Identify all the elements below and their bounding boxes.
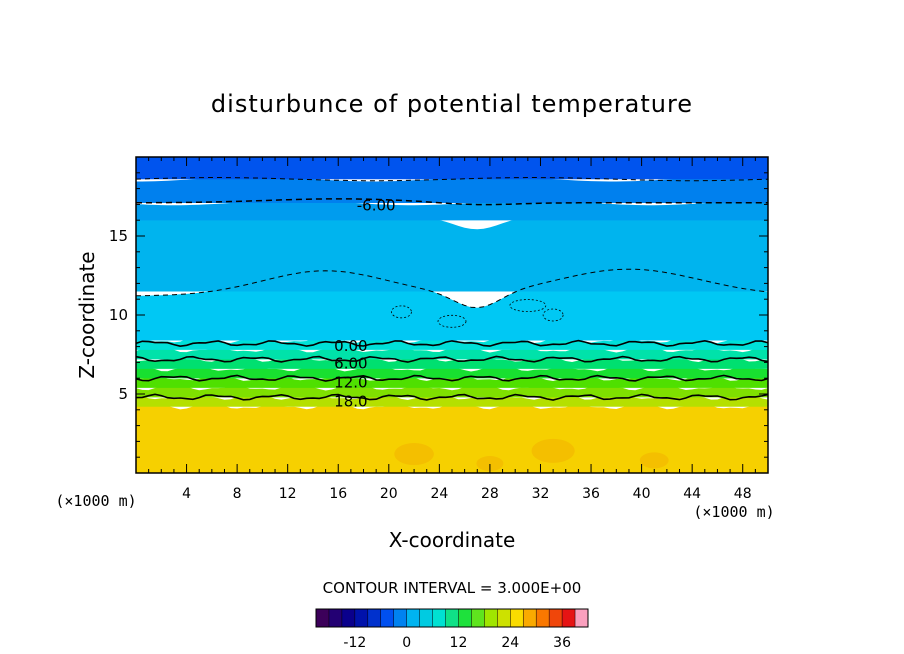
x-tick-label: 4	[182, 486, 191, 502]
contour-label: 6.00	[334, 354, 367, 372]
colorbar-tick-label: 12	[450, 635, 468, 651]
contour-band	[136, 403, 768, 473]
contour-line-negative	[136, 198, 768, 206]
warm-anomaly	[531, 438, 575, 463]
colorbar-cell	[406, 609, 420, 627]
contour-label: 18.0	[334, 392, 367, 410]
colorbar-cell	[445, 609, 459, 627]
x-unit-label-left: (×1000 m)	[55, 492, 136, 510]
eddy-contour	[542, 308, 564, 322]
y-tick-label: 5	[118, 385, 128, 403]
chart-title: disturbunce of potential temperature	[211, 90, 693, 118]
contour-label: 0.00	[334, 337, 367, 355]
contour-line-negative	[136, 177, 768, 182]
x-tick-label: 12	[279, 486, 297, 502]
contour-band	[136, 384, 768, 398]
colorbar-cell	[380, 609, 395, 627]
contour-line-positive	[136, 374, 768, 382]
contour-band	[136, 366, 768, 379]
colorbar-frame	[315, 608, 589, 628]
eddy-contour	[391, 305, 412, 319]
colorbar-cell	[393, 609, 407, 627]
contour-label: 12.0	[334, 373, 367, 391]
y-tick-label: 10	[109, 306, 128, 324]
colorbar-tick-label: 36	[553, 635, 571, 651]
colorbar-cell	[471, 609, 485, 627]
contour-band	[136, 375, 768, 388]
x-tick-label: 40	[633, 486, 651, 502]
colorbar-cell	[523, 609, 537, 627]
colorbar-cell	[484, 609, 498, 627]
contour-line-positive	[136, 393, 768, 401]
colorbar-tick-label: 0	[402, 635, 411, 651]
plot-area	[136, 157, 768, 473]
colorbar-cell	[510, 609, 524, 627]
y-axis-ticks: 5 10 15	[109, 172, 768, 458]
colorbar-cell	[549, 609, 563, 627]
x-tick-label: 20	[380, 486, 398, 502]
colorbar-cell	[341, 609, 356, 627]
contour-line-positive	[136, 355, 768, 363]
x-tick-label: 32	[532, 486, 550, 502]
contour-label: -6.00	[357, 196, 396, 214]
contour-band	[136, 337, 768, 350]
warm-anomaly	[639, 452, 669, 469]
colorbar-cell	[419, 609, 433, 627]
contour-band	[136, 347, 768, 360]
colorbar-cell	[562, 609, 576, 627]
warm-anomaly	[394, 443, 434, 466]
contour-band	[136, 394, 768, 407]
contour-band	[136, 157, 768, 180]
x-axis-label: X-coordinate	[389, 528, 516, 552]
x-axis-ticks: 4 8 12 16 20 24 28 32 36 40 44 48	[148, 157, 756, 502]
y-axis-label: Z-coordinate	[75, 251, 99, 378]
x-unit-label-right: (×1000 m)	[693, 503, 774, 521]
colorbar-cell	[354, 609, 369, 627]
contour-band	[136, 200, 768, 221]
colorbar-tick-label: -12	[343, 635, 366, 651]
eddy-contour	[437, 314, 467, 328]
colorbar-tick-label: 24	[501, 635, 519, 651]
colorbar-cell	[316, 609, 330, 627]
y-tick-label: 15	[109, 227, 128, 245]
colorbar-cell	[328, 609, 343, 627]
eddy-contour	[509, 299, 547, 312]
contour-lines	[136, 177, 768, 401]
colorbar	[315, 608, 589, 628]
colorbar-cell	[575, 609, 589, 627]
x-tick-label: 16	[329, 486, 347, 502]
contour-interval-label: CONTOUR INTERVAL = 3.000E+00	[323, 579, 582, 597]
contour-band	[136, 176, 768, 203]
x-tick-label: 28	[481, 486, 499, 502]
colorbar-cell	[367, 609, 382, 627]
contour-line-positive	[136, 339, 768, 348]
x-tick-label: 24	[430, 486, 448, 502]
colorbar-tick-labels: -12 0 12 24 36	[343, 635, 571, 651]
x-tick-label: 44	[683, 486, 701, 502]
colorbar-cell	[432, 609, 446, 627]
colorbar-cell	[497, 609, 511, 627]
warm-anomaly	[476, 456, 504, 472]
x-tick-label: 48	[734, 486, 752, 502]
colorbar-cell	[536, 609, 550, 627]
x-tick-label: 8	[233, 486, 242, 502]
contour-line-negative	[136, 268, 768, 309]
x-tick-label: 36	[582, 486, 600, 502]
colorbar-cell	[458, 609, 472, 627]
